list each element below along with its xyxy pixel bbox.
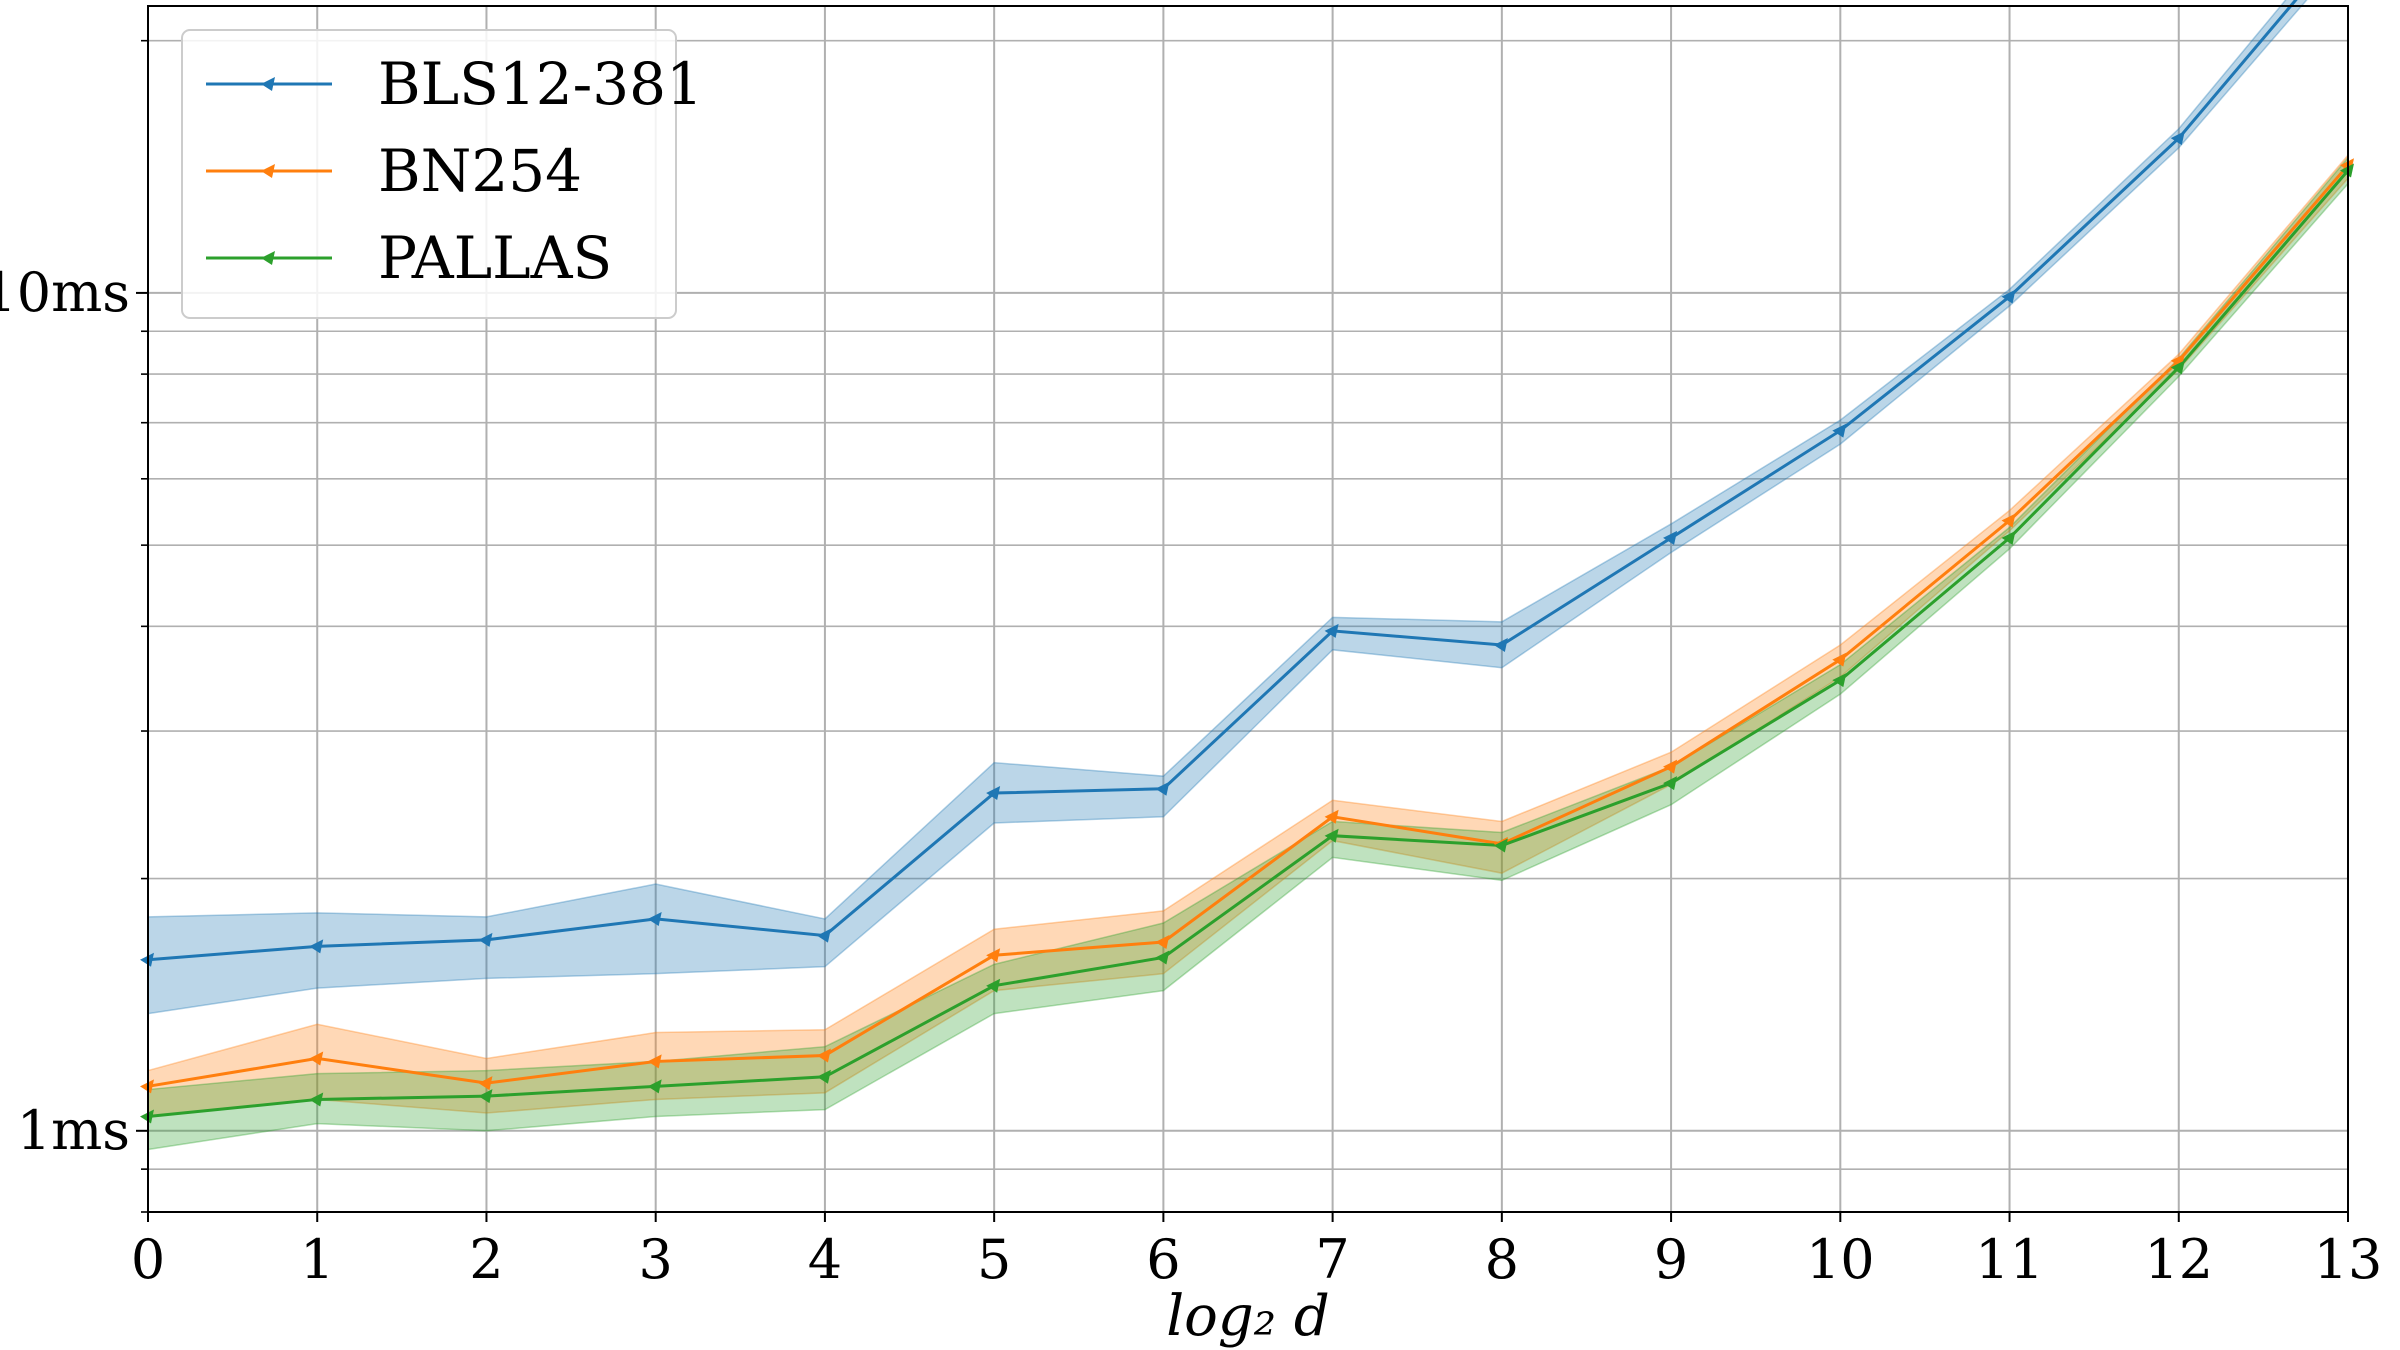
marker-bls12-381 bbox=[2001, 289, 2016, 304]
marker-pallas bbox=[986, 978, 1001, 993]
series-markers bbox=[140, 131, 2354, 1124]
x-tick-label: 6 bbox=[1146, 1228, 1180, 1291]
marker-bn254 bbox=[647, 1054, 662, 1069]
x-tick-label: 12 bbox=[2144, 1228, 2213, 1291]
marker-bn254 bbox=[1324, 809, 1339, 824]
x-tick-label: 8 bbox=[1485, 1228, 1519, 1291]
marker-pallas bbox=[1663, 776, 1678, 791]
marker-pallas bbox=[478, 1089, 493, 1104]
legend-marker bbox=[261, 251, 275, 265]
marker-bls12-381 bbox=[816, 928, 831, 943]
marker-pallas bbox=[1493, 838, 1508, 853]
marker-bls12-381 bbox=[309, 939, 324, 954]
legend: BLS12-381 BN254 PALLAS bbox=[181, 29, 703, 319]
marker-pallas bbox=[1324, 828, 1339, 843]
legend-box bbox=[181, 29, 677, 319]
marker-bls12-381 bbox=[2170, 131, 2185, 146]
x-tick-label: 3 bbox=[639, 1228, 673, 1291]
legend-label: BLS12-381 bbox=[378, 50, 703, 118]
marker-bls12-381 bbox=[478, 932, 493, 947]
marker-pallas bbox=[309, 1092, 324, 1107]
marker-bn254 bbox=[816, 1048, 831, 1063]
legend-label: PALLAS bbox=[378, 224, 612, 292]
legend-label: BN254 bbox=[378, 137, 582, 205]
x-tick-label: 9 bbox=[1654, 1228, 1688, 1291]
x-tick-label: 11 bbox=[1975, 1228, 2044, 1291]
marker-bls12-381 bbox=[1663, 530, 1678, 545]
marker-pallas bbox=[816, 1069, 831, 1084]
x-tick-label: 5 bbox=[977, 1228, 1011, 1291]
x-tick-label: 13 bbox=[2314, 1228, 2383, 1291]
y-axis-ticks: 1ms 10ms bbox=[0, 39, 148, 1213]
x-tick-label: 7 bbox=[1315, 1228, 1349, 1291]
marker-bn254 bbox=[309, 1051, 324, 1066]
x-tick-label: 0 bbox=[131, 1228, 165, 1291]
x-axis-ticks: 0 1 2 3 4 5 6 7 8 9 10 11 12 13 bbox=[131, 1212, 2383, 1291]
marker-bls12-381 bbox=[1493, 638, 1508, 653]
x-tick-label: 10 bbox=[1806, 1228, 1875, 1291]
x-tick-label: 1 bbox=[300, 1228, 334, 1291]
marker-pallas bbox=[647, 1079, 662, 1094]
legend-marker bbox=[261, 77, 275, 91]
marker-bn254 bbox=[2001, 513, 2016, 528]
x-tick-label: 2 bbox=[469, 1228, 503, 1291]
line-bls12-381 bbox=[147, 0, 2298, 962]
marker-bn254 bbox=[986, 948, 1001, 963]
y-tick-label: 10ms bbox=[0, 261, 130, 324]
band-bls12-381 bbox=[147, 0, 2308, 1015]
marker-bls12-381 bbox=[986, 786, 1001, 801]
marker-bls12-381 bbox=[647, 911, 662, 926]
plot-frame bbox=[147, 5, 2349, 1213]
marker-bn254 bbox=[1663, 759, 1678, 774]
marker-bls12-381 bbox=[1324, 623, 1339, 638]
marker-pallas bbox=[2170, 360, 2185, 375]
marker-bls12-381 bbox=[1832, 423, 1847, 438]
legend-marker bbox=[261, 164, 275, 178]
line-bn254 bbox=[147, 164, 2350, 1088]
marker-bn254 bbox=[478, 1076, 493, 1091]
marker-bls12-381 bbox=[1155, 781, 1170, 796]
line-pallas bbox=[147, 169, 2350, 1119]
marker-pallas bbox=[1155, 950, 1170, 965]
x-axis-title: log₂ d bbox=[1166, 1284, 1330, 1349]
series-lines bbox=[147, 0, 2350, 1119]
marker-pallas bbox=[2001, 530, 2016, 545]
marker-bn254 bbox=[1155, 935, 1170, 950]
x-tick-label: 4 bbox=[808, 1228, 842, 1291]
marker-bn254 bbox=[1832, 652, 1847, 667]
y-tick-label: 1ms bbox=[17, 1099, 130, 1162]
marker-pallas bbox=[1832, 673, 1847, 688]
